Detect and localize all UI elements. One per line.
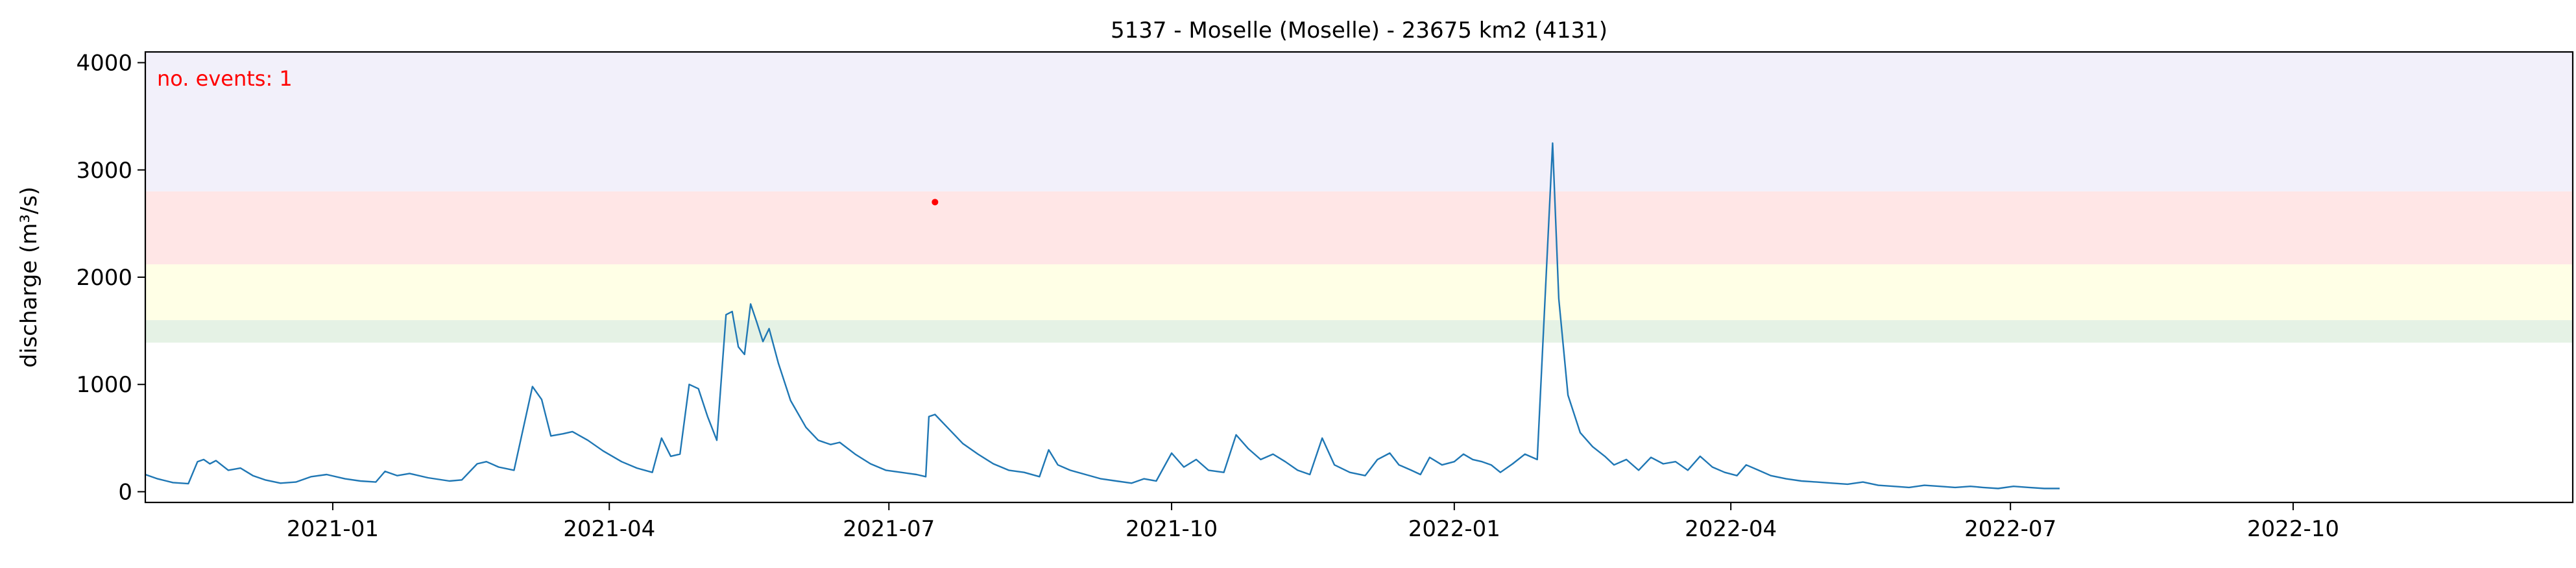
x-tick-label: 2022-04 — [1685, 516, 1777, 542]
events-layer — [932, 199, 939, 206]
x-axis-ticks: 2021-01 2021-04 2021-07 2021-10 2022-01 2022-… — [287, 502, 2339, 542]
x-tick-label: 2021-01 — [287, 516, 379, 542]
discharge-series-line — [145, 142, 2060, 489]
threshold-band-3 — [145, 191, 2573, 265]
y-tick-label: 1000 — [76, 372, 132, 398]
threshold-band-1 — [145, 320, 2573, 343]
x-tick-label: 2022-01 — [1408, 516, 1500, 542]
threshold-band-4 — [145, 52, 2573, 191]
y-axis-label: discharge (m³/s) — [16, 187, 42, 368]
y-tick-label: 3000 — [76, 158, 132, 184]
y-axis-ticks: 0 1000 2000 3000 4000 — [76, 51, 145, 505]
threshold-band-2 — [145, 264, 2573, 321]
event-marker — [932, 199, 939, 206]
x-tick-label: 2022-10 — [2247, 516, 2339, 542]
series-layer — [145, 142, 2060, 489]
x-tick-label: 2021-07 — [843, 516, 935, 542]
x-tick-label: 2022-07 — [1964, 516, 2056, 542]
x-tick-label: 2021-04 — [563, 516, 655, 542]
x-tick-label: 2021-10 — [1125, 516, 1218, 542]
threshold-bands — [145, 52, 2573, 343]
chart-title: 5137 - Moselle (Moselle) - 23675 km2 (41… — [1111, 18, 1607, 43]
events-annotation: no. events: 1 — [157, 66, 293, 91]
y-tick-label: 4000 — [76, 51, 132, 77]
y-tick-label: 2000 — [76, 265, 132, 291]
y-tick-label: 0 — [118, 479, 132, 505]
